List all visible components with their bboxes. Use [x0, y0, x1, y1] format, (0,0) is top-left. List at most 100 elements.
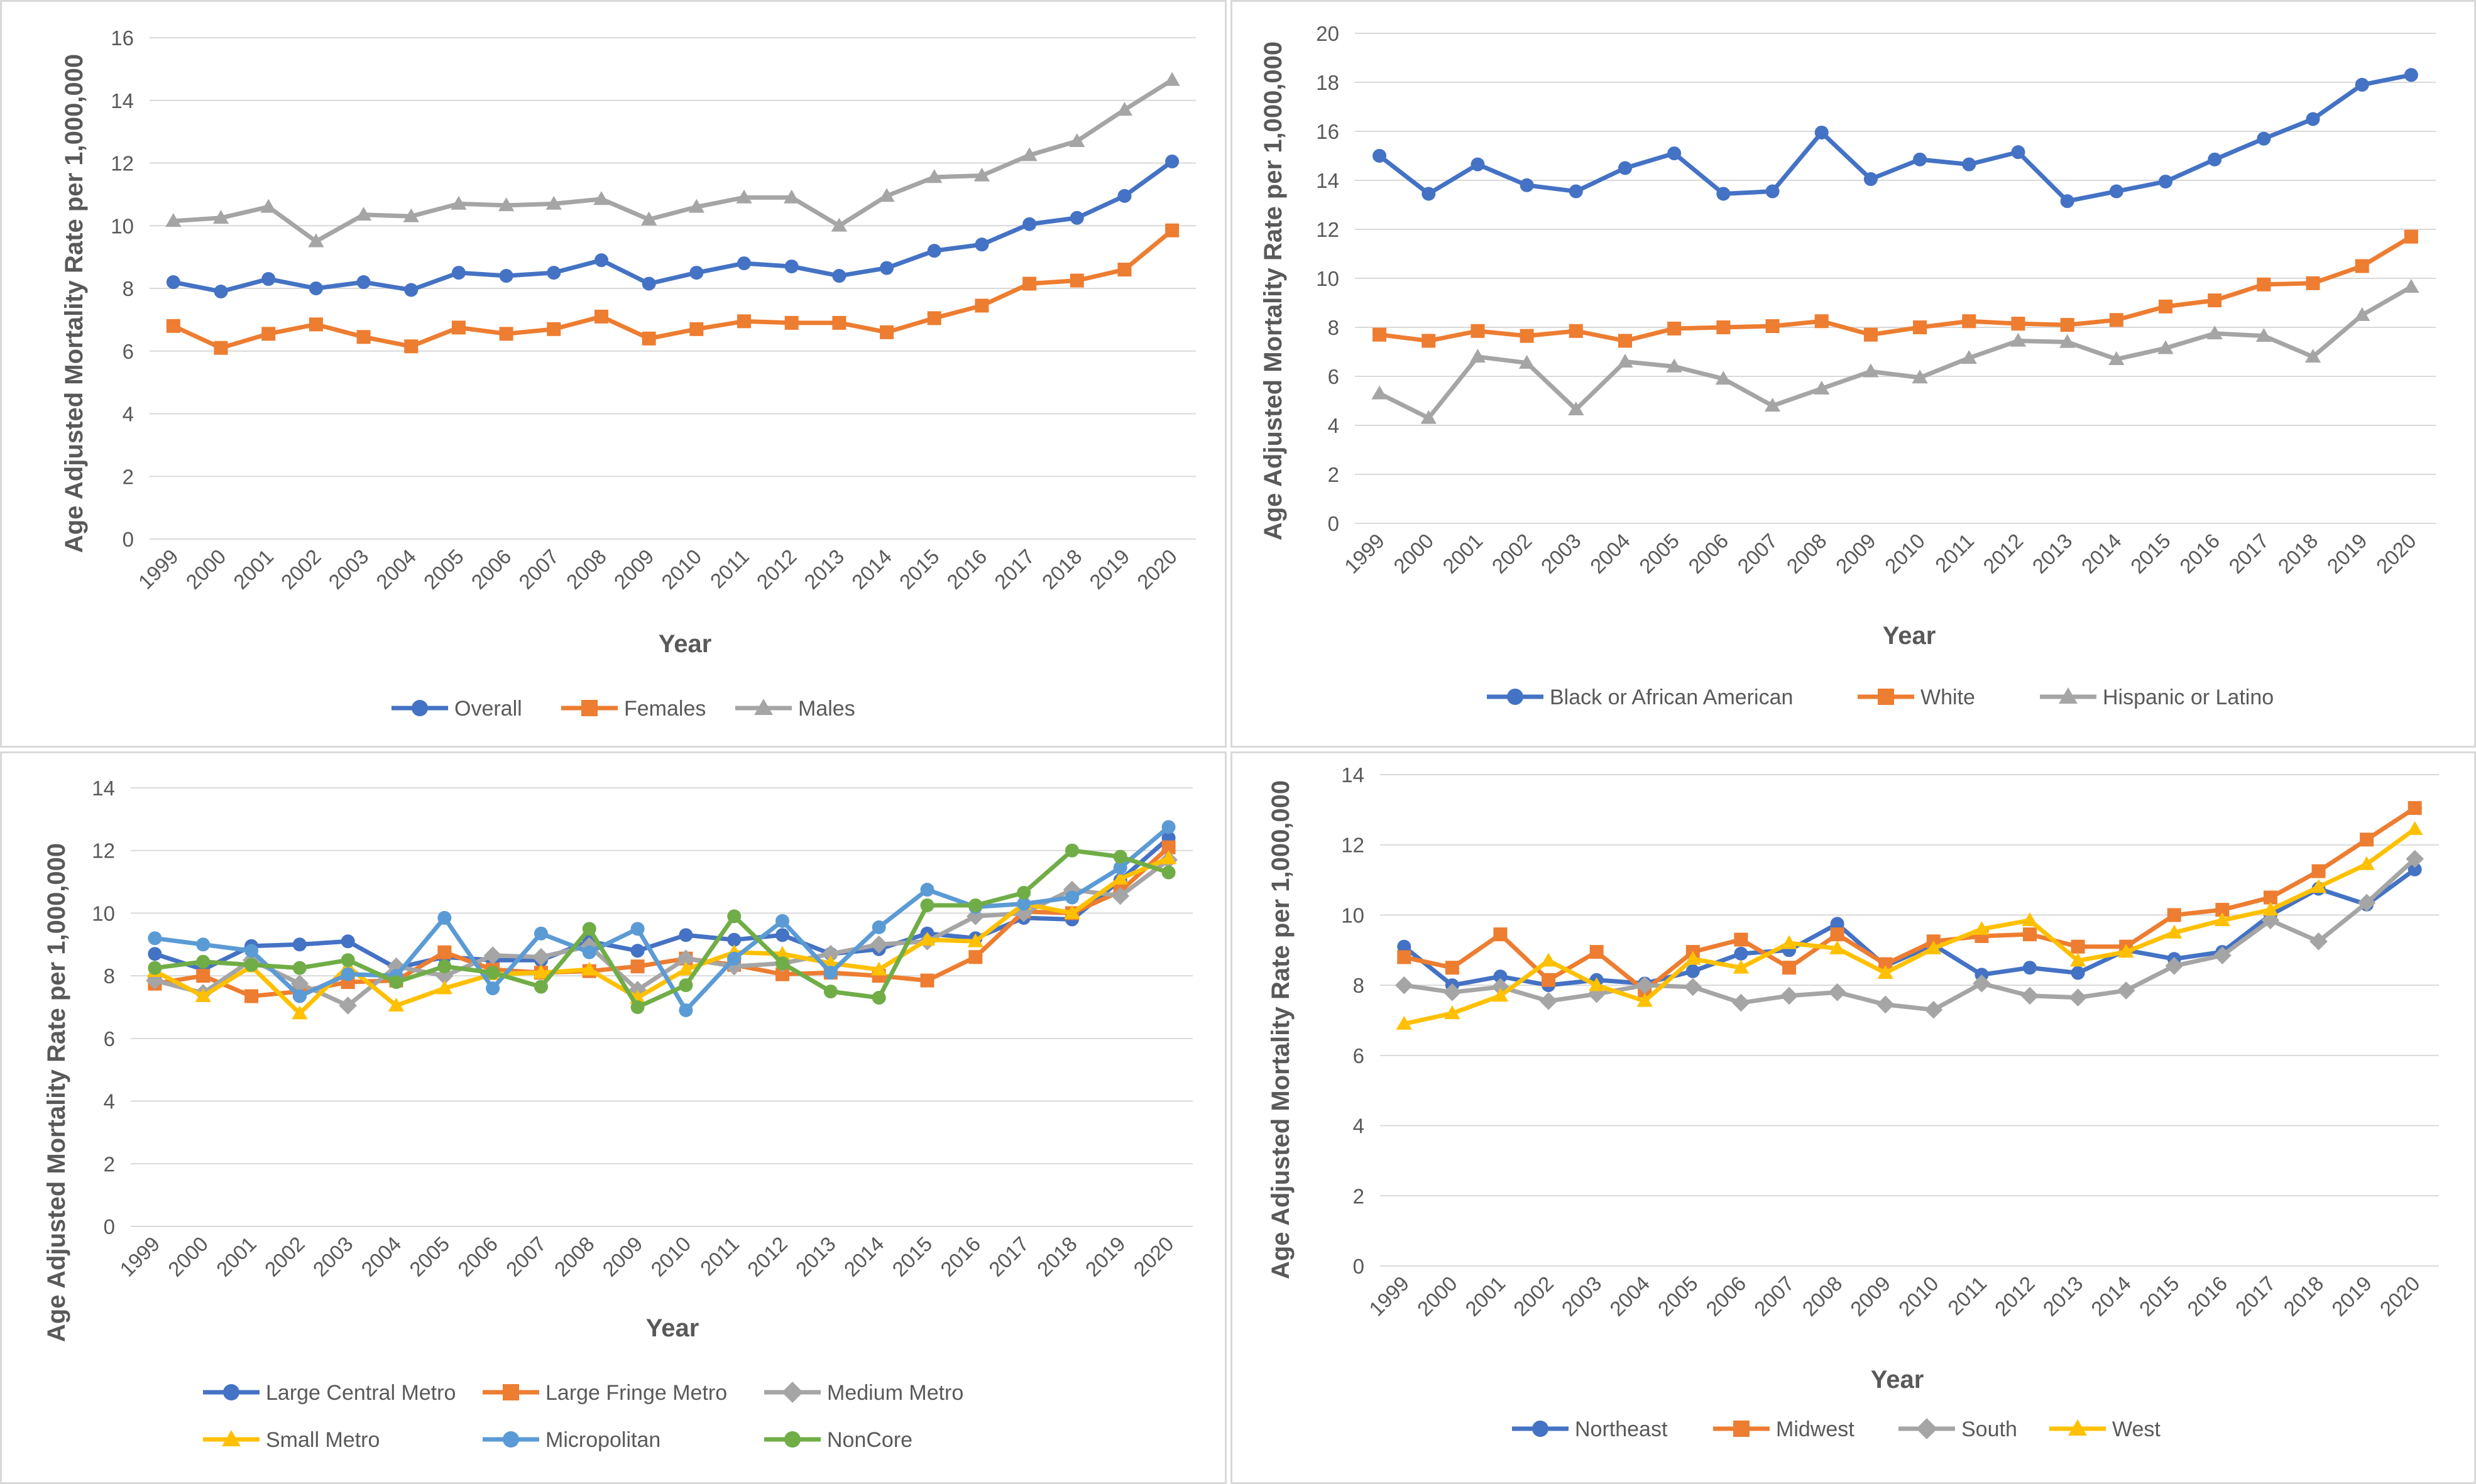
- legend-item: Northeast: [1512, 1417, 1668, 1441]
- data-point: [2406, 849, 2424, 868]
- x-tick-label: 2005: [1653, 1272, 1702, 1321]
- legend-marker: [2068, 1419, 2087, 1436]
- data-point: [968, 898, 983, 912]
- legend-item: South: [1898, 1417, 2017, 1441]
- x-tick-label: 2017: [990, 545, 1039, 594]
- y-ticks-group: 0 2 4 6 8 10 12 14 16: [111, 26, 134, 551]
- data-point: [2408, 801, 2422, 816]
- data-point: [309, 281, 323, 295]
- data-point: [404, 283, 419, 297]
- data-point: [1973, 974, 1991, 993]
- x-tick-label: 2005: [1635, 529, 1684, 578]
- data-point: [1539, 991, 1558, 1010]
- data-point: [1117, 188, 1132, 203]
- data-point: [1520, 178, 1534, 192]
- data-point: [2257, 131, 2271, 146]
- data-point: [1117, 263, 1132, 277]
- legend-item: West: [2049, 1417, 2161, 1441]
- x-tick-label: 2002: [1509, 1272, 1558, 1321]
- x-tick-label: 2012: [743, 1232, 792, 1281]
- data-point: [1667, 146, 1682, 161]
- data-point: [879, 188, 895, 202]
- data-point: [341, 953, 355, 968]
- x-ticks-group: 1999200020012002200320042005200620072008…: [1364, 1272, 2424, 1321]
- data-point: [1734, 946, 1748, 961]
- y-tick-label: 12: [1316, 218, 1339, 241]
- data-point: [165, 213, 182, 227]
- data-point: [2306, 276, 2320, 290]
- data-point: [499, 327, 513, 341]
- data-point: [2165, 957, 2184, 975]
- data-point: [1113, 861, 1127, 875]
- y-tick-label: 0: [1353, 1255, 1364, 1278]
- x-tick-label: 2009: [610, 545, 659, 594]
- y-tick-label: 14: [1316, 169, 1339, 192]
- data-point: [880, 261, 894, 275]
- series-line: [171, 228, 1175, 351]
- data-point: [2407, 821, 2423, 835]
- data-point: [436, 980, 452, 995]
- data-point: [545, 195, 562, 210]
- x-tick-label: 2008: [1782, 529, 1831, 578]
- data-point: [1161, 840, 1176, 854]
- data-point: [2355, 259, 2369, 273]
- data-point: [148, 947, 162, 961]
- data-point: [1734, 932, 1748, 947]
- x-tick-label: 2004: [356, 1232, 405, 1281]
- data-point: [1780, 986, 1799, 1005]
- data-point: [1112, 870, 1129, 885]
- y-tick-label: 0: [1328, 512, 1339, 535]
- data-point: [1471, 324, 1485, 338]
- data-point: [2306, 112, 2320, 126]
- data-point: [355, 207, 372, 221]
- chart-panel-urbanization: 0 2 4 6 8 10 12 14 1999 2000 2001 2002 2003 2004 2005…: [0, 751, 1227, 1484]
- data-point: [1962, 314, 1976, 329]
- data-point: [533, 964, 549, 979]
- data-point: [1877, 964, 1893, 979]
- series-line: [1377, 234, 2414, 343]
- x-tick-label: 2017: [984, 1232, 1033, 1281]
- data-point: [784, 189, 800, 204]
- y-tick-label: 14: [111, 89, 134, 112]
- data-point: [1962, 157, 1976, 172]
- y-tick-label: 12: [92, 839, 115, 863]
- data-point: [677, 949, 695, 968]
- data-point: [1635, 976, 1654, 995]
- data-point: [2354, 307, 2370, 321]
- data-point: [499, 269, 513, 283]
- data-point: [1372, 149, 1387, 163]
- data-point: [146, 971, 164, 990]
- data-point: [1715, 371, 1732, 385]
- data-point: [451, 195, 467, 210]
- x-tick-label: 2000: [1413, 1272, 1462, 1321]
- data-point: [1912, 369, 1928, 384]
- legend-marker: [412, 700, 428, 716]
- data-point: [1828, 983, 1846, 1001]
- data-point: [2108, 351, 2125, 366]
- x-tick-label: 2010: [646, 1232, 695, 1281]
- data-point: [1542, 973, 1556, 987]
- data-point: [1764, 398, 1781, 412]
- data-point: [1397, 950, 1411, 964]
- data-point: [2020, 986, 2039, 1005]
- data-point: [1014, 904, 1033, 922]
- x-tick-label: 2018: [2279, 1272, 2328, 1321]
- x-tick-label: 1999: [1340, 529, 1389, 578]
- data-point: [261, 327, 276, 341]
- y-ticks-group: 0 2 4 6 8 10 12 14: [92, 777, 115, 1238]
- data-point: [1111, 887, 1130, 905]
- data-point: [148, 961, 162, 975]
- data-point: [2206, 325, 2223, 340]
- x-tick-label: 2006: [466, 545, 515, 594]
- data-point: [920, 973, 934, 988]
- x-tick-label: 2009: [1831, 529, 1880, 578]
- data-point: [260, 199, 277, 213]
- y-ticks-group: 0 2 4 6 8 10 12 14: [1341, 763, 1364, 1278]
- y-axis-label: Age Adjusted Mortality Rate per 1,000,00…: [1267, 780, 1295, 1279]
- data-point: [2360, 832, 2374, 847]
- data-point: [356, 275, 371, 290]
- data-point: [1617, 353, 1633, 368]
- data-point: [1814, 380, 1830, 395]
- data-point: [437, 945, 452, 959]
- data-point: [437, 959, 452, 974]
